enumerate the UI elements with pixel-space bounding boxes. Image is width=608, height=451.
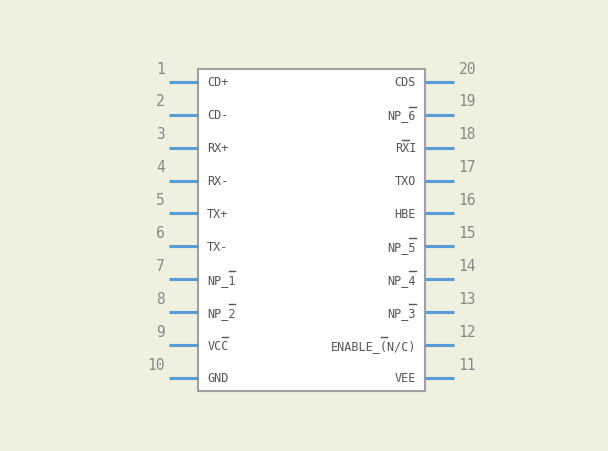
Text: NP_3: NP_3 [387,306,416,319]
Text: 4: 4 [156,160,165,175]
Text: ENABLE_(N/C): ENABLE_(N/C) [331,339,416,352]
Text: 20: 20 [458,61,476,76]
Text: 10: 10 [147,357,165,372]
Text: 8: 8 [156,291,165,306]
Text: TXO: TXO [395,175,416,188]
Text: GND: GND [207,372,229,385]
Text: 9: 9 [156,324,165,339]
Text: NP_2: NP_2 [207,306,236,319]
Text: CDS: CDS [395,76,416,89]
Text: NP_5: NP_5 [387,240,416,253]
Text: 1: 1 [156,61,165,76]
Text: CD+: CD+ [207,76,229,89]
Text: 12: 12 [458,324,476,339]
Text: 13: 13 [458,291,476,306]
Text: NP_6: NP_6 [387,109,416,122]
Text: HBE: HBE [395,207,416,221]
Text: NP_1: NP_1 [207,273,236,286]
Text: 6: 6 [156,226,165,240]
Text: 18: 18 [458,127,476,142]
Bar [198,70,425,391]
Text: NP_4: NP_4 [387,273,416,286]
Text: 5: 5 [156,193,165,208]
Text: 3: 3 [156,127,165,142]
Text: 16: 16 [458,193,476,208]
Text: RXI: RXI [395,142,416,155]
Text: 7: 7 [156,258,165,273]
Text: 2: 2 [156,94,165,109]
Text: RX+: RX+ [207,142,229,155]
Text: 19: 19 [458,94,476,109]
Text: VEE: VEE [395,372,416,385]
Text: VCC: VCC [207,339,229,352]
Text: 14: 14 [458,258,476,273]
Text: CD-: CD- [207,109,229,122]
Text: 17: 17 [458,160,476,175]
Text: TX-: TX- [207,240,229,253]
Text: TX+: TX+ [207,207,229,221]
Text: RX-: RX- [207,175,229,188]
Text: 11: 11 [458,357,476,372]
Text: 15: 15 [458,226,476,240]
